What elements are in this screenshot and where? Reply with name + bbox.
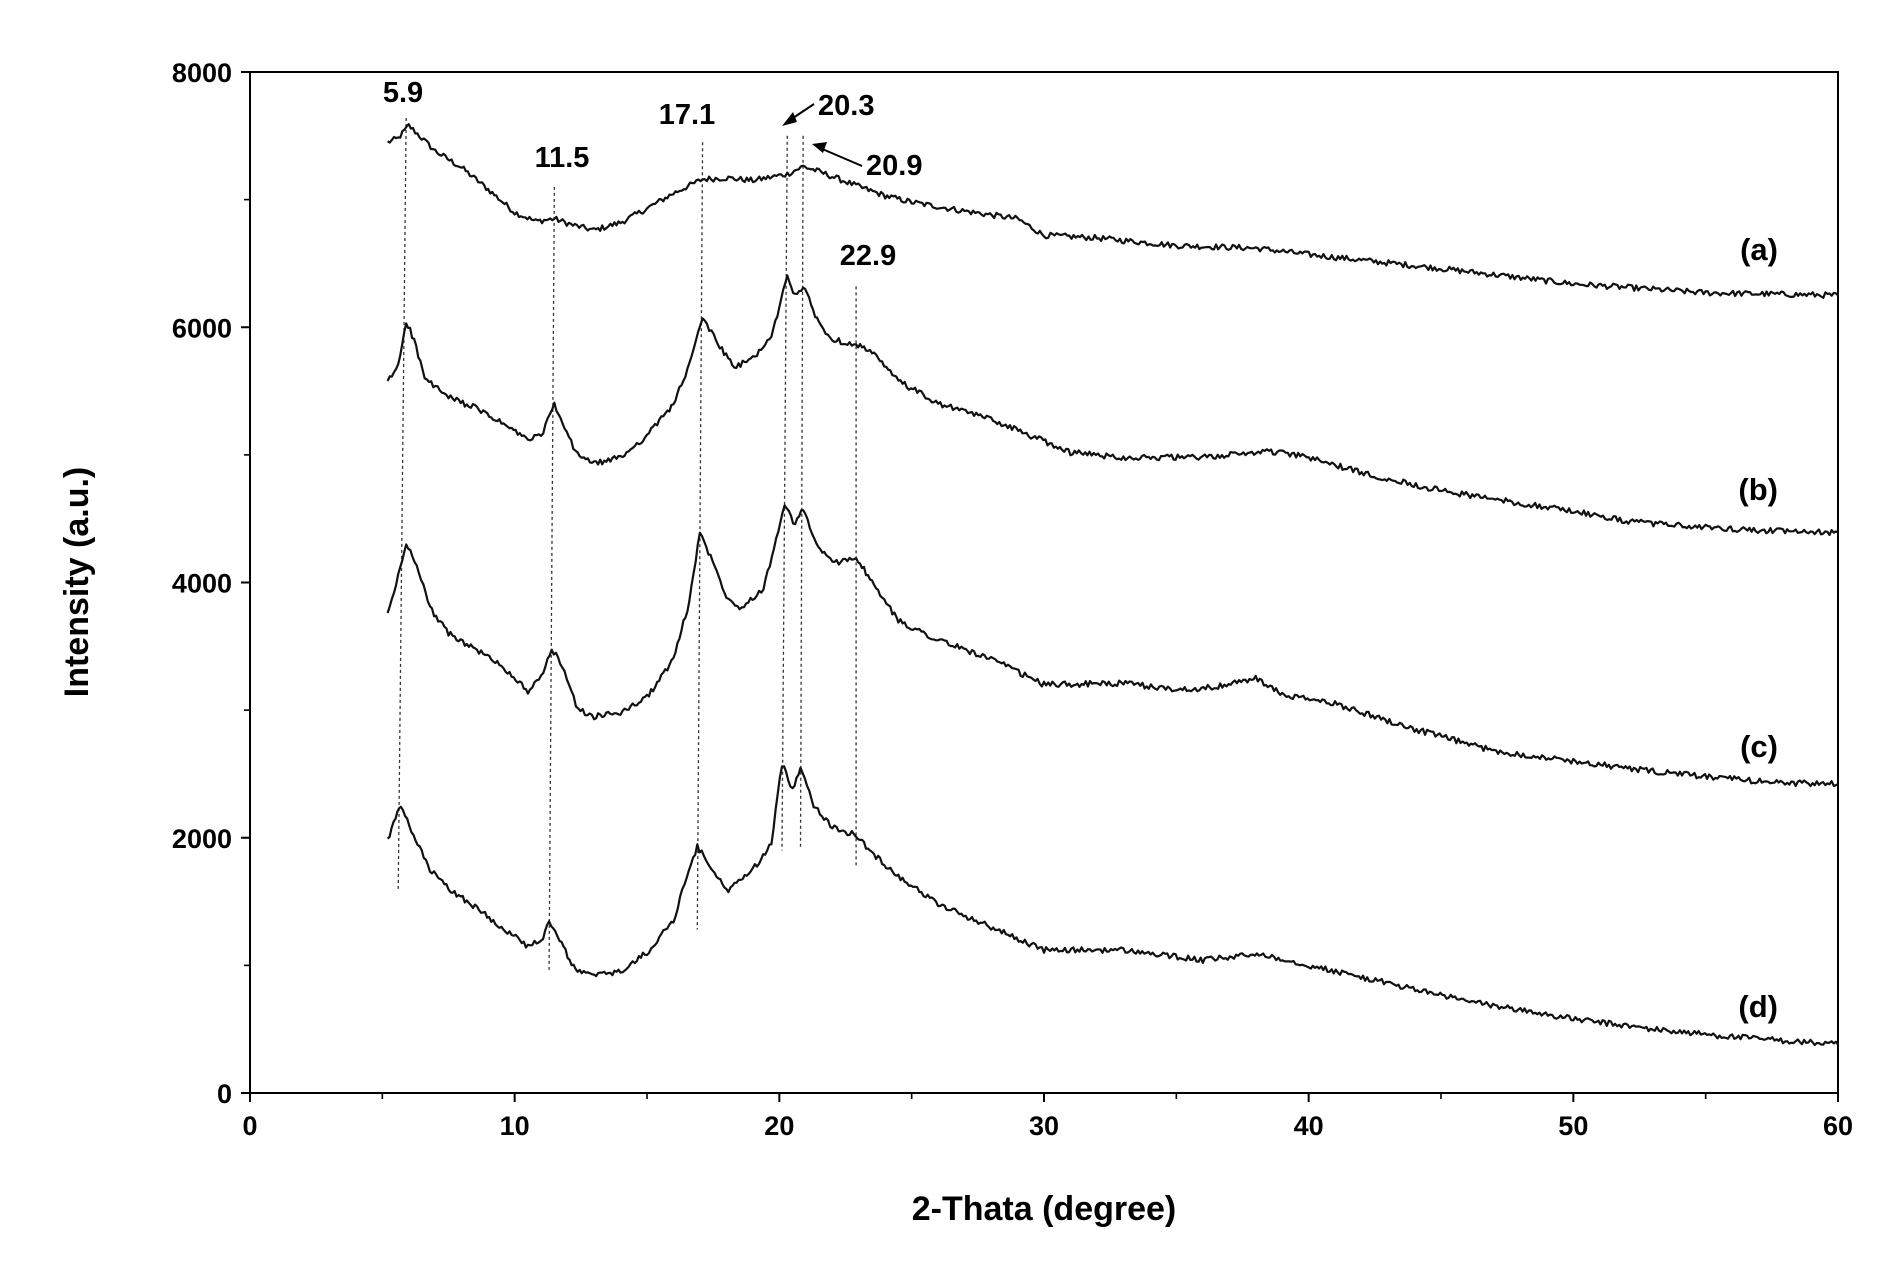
axis-ticks: 0 10 20 30 40 50 60 0 2000 4000 6000 8000 [172,58,1853,1141]
series-line-b [386,274,1839,537]
y-tick-label: 8000 [172,58,232,88]
x-tick-label: 40 [1294,1111,1324,1141]
x-axis-title: 2-Thata (degree) [912,1190,1177,1228]
peak-label-22-9: 22.9 [840,240,896,272]
series-line-d [386,765,1839,1047]
y-axis-title: Intensity (a.u.) [58,467,96,697]
x-tick-label: 0 [242,1111,257,1141]
peak-label-17-1: 17.1 [659,99,715,131]
y-tick-label: 2000 [172,824,232,854]
series-label-a: (a) [1740,232,1778,267]
y-tick-label: 4000 [172,569,232,599]
x-tick-label: 20 [764,1111,794,1141]
y-tick-label: 0 [217,1079,232,1109]
series-label-c: (c) [1740,729,1778,764]
plot-frame [249,71,1839,1094]
series-label-d: (d) [1738,989,1778,1024]
peak-label-5-9: 5.9 [383,77,423,109]
x-tick-label: 30 [1029,1111,1059,1141]
peak-label-11-5: 11.5 [535,142,590,174]
peak-label-20-3: 20.3 [818,90,874,122]
x-tick-label: 50 [1558,1111,1588,1141]
peak-guide-line [799,135,804,848]
arrow-20-3 [782,103,815,126]
peak-guide-line [696,142,704,930]
series-line-a [387,123,1839,299]
peak-guide-line [397,117,407,892]
series-group [386,123,1839,1047]
arrow-20-9 [812,142,863,167]
x-tick-label: 60 [1823,1111,1853,1141]
x-tick-label: 10 [500,1111,530,1141]
peak-label-20-9: 20.9 [866,150,922,182]
peak-guide-line [548,186,556,972]
peak-guide-lines [397,117,857,972]
series-label-b: (b) [1738,472,1778,507]
peak-guide-line [781,135,788,851]
series-line-c [386,504,1839,788]
y-tick-label: 6000 [172,313,232,343]
